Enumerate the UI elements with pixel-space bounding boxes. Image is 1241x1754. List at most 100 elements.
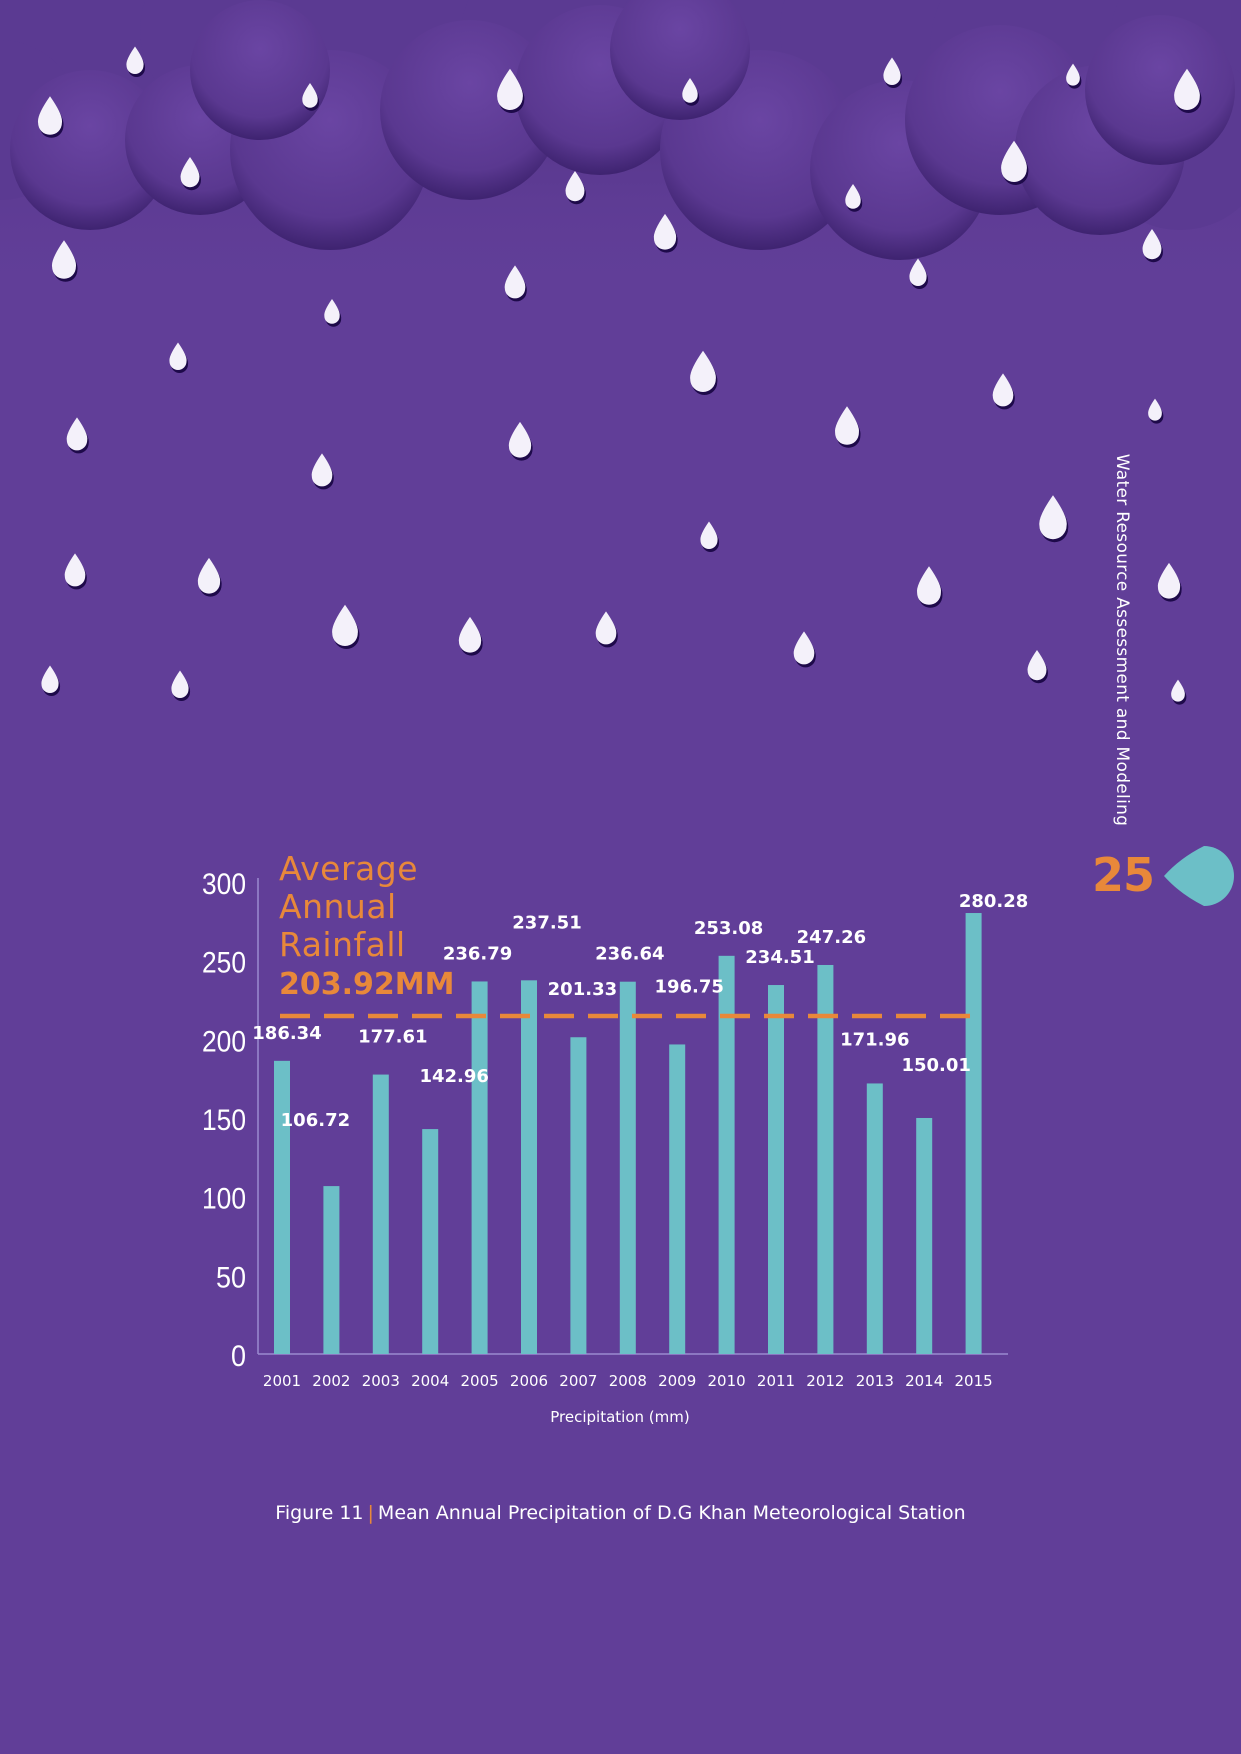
- raindrop-icon: [916, 566, 942, 605]
- y-tick-label: 100: [202, 1183, 246, 1216]
- value-label: 177.61: [358, 1027, 427, 1048]
- raindrop-icon: [1174, 68, 1200, 110]
- x-tick-label: 2004: [411, 1372, 449, 1390]
- raindrop-icon: [682, 78, 698, 103]
- value-label: 142.96: [419, 1066, 488, 1087]
- value-label: 201.33: [548, 979, 617, 1000]
- average-value: 203.92MM: [279, 967, 455, 1002]
- x-tick-label: 2010: [708, 1372, 746, 1390]
- bar: [718, 955, 735, 1354]
- page-tab-drop-icon: [1164, 846, 1234, 906]
- value-label: 253.08: [694, 918, 763, 939]
- x-tick-labels: 2001 2002 2003 2004 2005 2006 2007 2008 2009 2010…: [263, 1372, 993, 1390]
- raindrop-icon: [1171, 679, 1185, 702]
- rain-cloud-illustration: [0, 0, 1241, 705]
- figure-caption: Figure 11 | Mean Annual Precipitation of D…: [0, 1502, 1241, 1524]
- raindrop-icon: [565, 170, 585, 202]
- x-tick-label: 2003: [362, 1372, 400, 1390]
- value-label: 106.72: [281, 1110, 350, 1131]
- value-label: 236.79: [443, 943, 512, 964]
- raindrop-icon: [992, 373, 1014, 407]
- x-tick-label: 2009: [658, 1372, 696, 1390]
- x-tick-label: 2008: [609, 1372, 647, 1390]
- figure-label: Figure 11: [275, 1502, 364, 1524]
- raindrop-icon: [1039, 495, 1067, 540]
- raindrop-icon: [883, 57, 901, 85]
- x-tick-label: 2011: [757, 1372, 795, 1390]
- raindrop-icon: [595, 611, 617, 645]
- raindrop-icon: [332, 604, 358, 646]
- raindrop-icon: [66, 417, 88, 451]
- x-tick-label: 2014: [905, 1372, 943, 1390]
- bar: [866, 1083, 883, 1354]
- raindrop-icon: [169, 342, 187, 370]
- bar: [965, 913, 982, 1354]
- value-label: 234.51: [745, 947, 814, 968]
- raindrop-icon: [700, 521, 718, 549]
- caption-text: Mean Annual Precipitation of D.G Khan Me…: [377, 1502, 966, 1524]
- raindrop-icon: [690, 350, 716, 393]
- bar: [471, 981, 488, 1354]
- raindrop-icon: [37, 96, 63, 135]
- value-label: 237.51: [512, 912, 581, 933]
- bar: [521, 980, 537, 1354]
- raindrop-icon: [324, 299, 340, 324]
- raindrop-icon: [1142, 228, 1162, 260]
- average-label-line2: Annual: [279, 887, 397, 926]
- value-label: 186.34: [252, 1023, 321, 1044]
- raindrop-icon: [1001, 140, 1027, 182]
- raindrop-icon: [51, 240, 77, 279]
- caption-separator: |: [367, 1502, 374, 1524]
- bar: [619, 981, 636, 1354]
- raindrop-icon: [793, 631, 815, 665]
- y-tick-labels: 0 50 100 150 200 250 300: [202, 868, 246, 1373]
- y-tick-label: 300: [202, 868, 246, 901]
- bar: [323, 1186, 340, 1354]
- y-tick-label: 150: [202, 1104, 246, 1137]
- bar-series: [274, 913, 982, 1354]
- raindrops: [37, 46, 1202, 705]
- x-tick-label: 2005: [461, 1372, 499, 1390]
- x-axis-label: Precipitation (mm): [550, 1408, 689, 1426]
- raindrop-icon: [653, 213, 677, 250]
- raindrop-icon: [1148, 398, 1162, 421]
- value-label: 196.75: [654, 976, 723, 997]
- x-tick-label: 2007: [559, 1372, 597, 1390]
- bar: [570, 1037, 587, 1354]
- x-tick-label: 2006: [510, 1372, 548, 1390]
- value-label: 280.28: [959, 891, 1028, 912]
- raindrop-icon: [171, 670, 189, 698]
- bar: [768, 985, 784, 1354]
- raindrop-icon: [1157, 562, 1181, 599]
- raindrop-icon: [126, 46, 144, 75]
- y-tick-label: 0: [231, 1340, 246, 1373]
- average-label-line3: Rainfall: [279, 925, 406, 964]
- value-label: 171.96: [840, 1029, 909, 1050]
- bar: [422, 1129, 439, 1354]
- bar: [817, 964, 834, 1354]
- raindrop-icon: [1066, 63, 1080, 86]
- raindrop-icon: [64, 553, 86, 587]
- average-label-line1: Average: [279, 849, 419, 888]
- rain-cloud-icon: [10, 0, 1235, 260]
- raindrop-icon: [41, 665, 59, 693]
- raindrop-icon: [497, 68, 523, 110]
- value-label: 236.64: [595, 944, 664, 965]
- x-tick-label: 2002: [312, 1372, 350, 1390]
- value-label: 150.01: [901, 1055, 970, 1076]
- raindrop-icon: [834, 406, 860, 445]
- raindrop-icon: [508, 421, 532, 458]
- raindrop-icon: [302, 83, 318, 108]
- y-tick-label: 250: [202, 947, 246, 980]
- raindrop-icon: [504, 265, 526, 299]
- x-tick-label: 2015: [955, 1372, 993, 1390]
- raindrop-icon: [1027, 649, 1047, 681]
- x-tick-label: 2001: [263, 1372, 301, 1390]
- value-label: 247.26: [797, 927, 866, 948]
- raindrop-icon: [909, 258, 927, 286]
- raindrop-icon: [458, 616, 482, 653]
- y-tick-label: 50: [216, 1261, 246, 1294]
